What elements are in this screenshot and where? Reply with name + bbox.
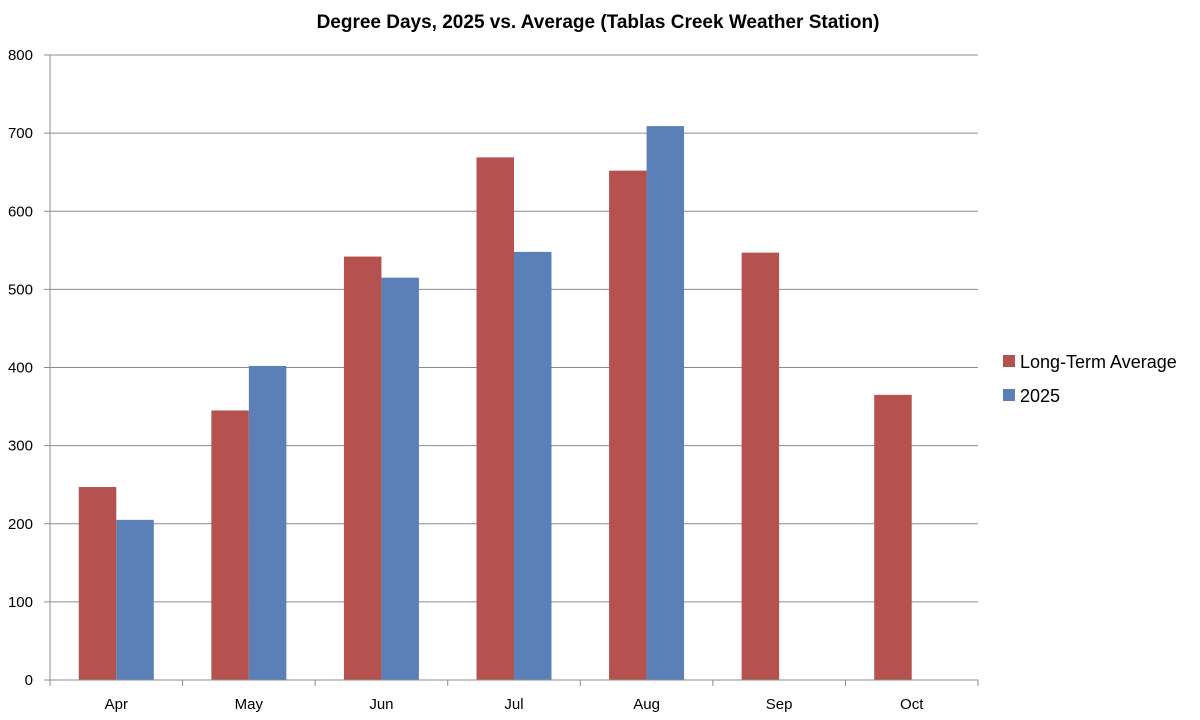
bar-long-term-average-oct [874,394,912,680]
axes [49,55,979,686]
bar-long-term-average-apr [78,487,117,680]
y-tick-label: 0 [25,672,33,689]
x-tick-labels: Apr May Jun Jul Aug Sep Oct [105,696,925,713]
bar-2025-may [248,365,287,680]
y-tick-label: 700 [8,125,33,142]
bars [78,126,912,680]
x-tick-label: Sep [766,696,793,713]
bar-2025-jun [381,277,419,680]
legend-label: Long-Term Average [1020,352,1177,372]
bar-long-term-average-may [211,410,249,680]
y-tick-label: 600 [8,203,33,220]
bar-long-term-average-aug [609,170,647,680]
x-tick-label: Oct [900,696,924,713]
y-tick-label: 500 [8,281,33,298]
x-tick-label: Jul [504,696,523,713]
x-tick-label: May [235,696,264,713]
y-tick-label: 200 [8,516,33,533]
y-tick-label: 800 [8,47,33,64]
y-tick-label: 400 [8,360,33,377]
legend-swatch [1003,389,1015,401]
legend: Long-Term Average 2025 [1003,352,1177,406]
y-tick-label: 300 [8,438,33,455]
bar-2025-aug [646,126,685,680]
bar-2025-jul [514,251,552,680]
legend-label: 2025 [1020,386,1060,406]
y-tick-label: 100 [8,594,33,611]
bar-long-term-average-jul [476,157,514,680]
bar-2025-apr [116,519,154,680]
y-tick-labels: 0 100 200 300 400 500 600 700 800 [8,47,33,689]
bar-long-term-average-sep [741,252,780,680]
x-tick-label: Jun [369,696,393,713]
bar-long-term-average-jun [343,256,382,680]
x-tick-label: Aug [633,696,660,713]
x-tick-label: Apr [105,696,128,713]
legend-swatch [1003,355,1015,367]
chart-title: Degree Days, 2025 vs. Average (Tablas Cr… [317,12,880,33]
